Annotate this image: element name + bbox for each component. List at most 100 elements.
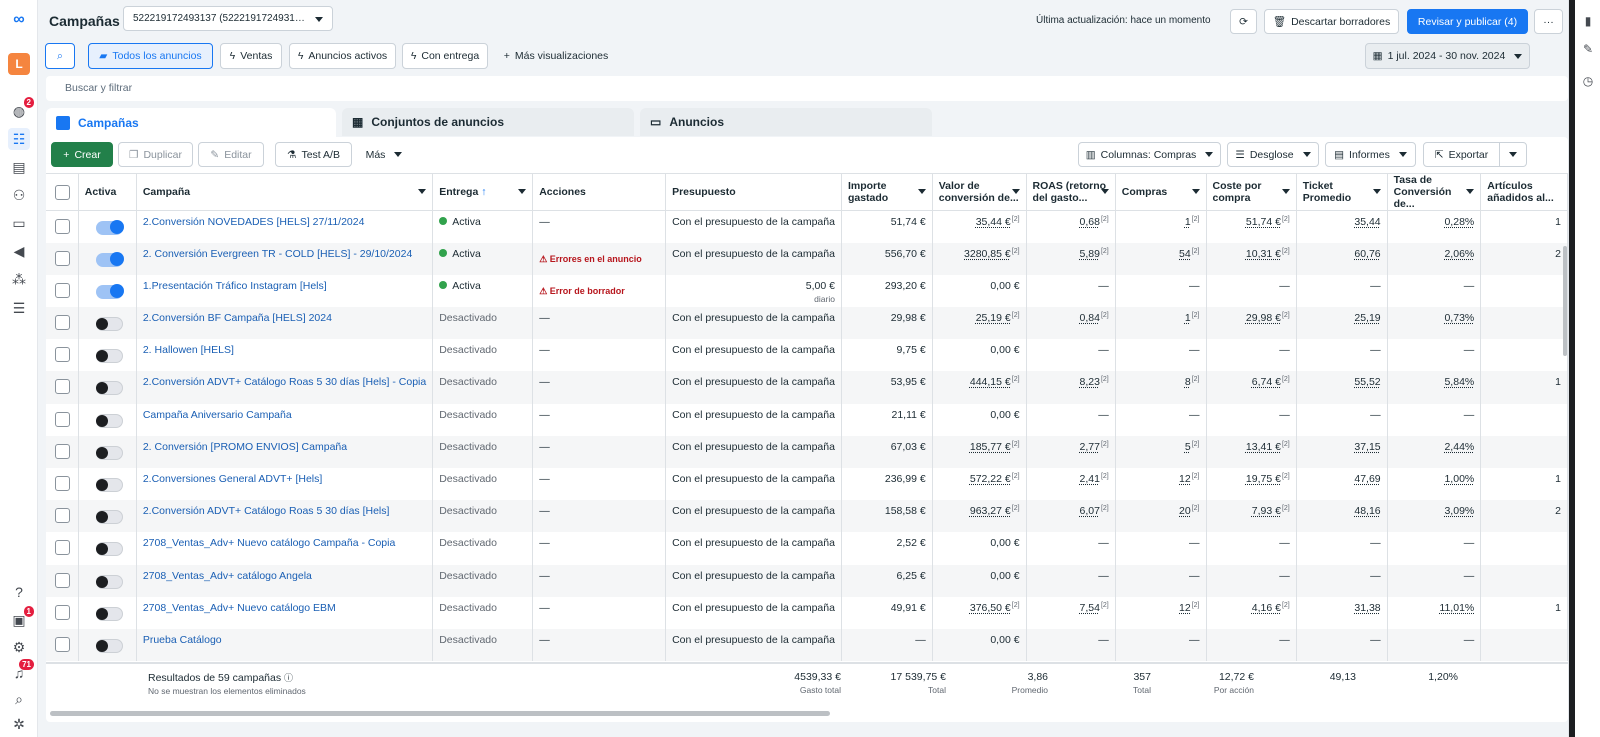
campaign-name[interactable]: 2. Hallowen [HELS] [136,339,434,372]
reports-icon[interactable]: ▣ 1 [8,606,34,631]
review-publish-button[interactable]: Revisar y publicar (4) [1407,9,1528,34]
roas-value[interactable]: 8,23[2] [1026,371,1116,404]
campaign-toggle[interactable] [95,445,123,460]
campaign-toggle[interactable] [95,220,124,235]
table-row[interactable]: 2.Conversión NOVEDADES [HELS] 27/11/2024… [46,210,1568,243]
cost-per-purchase[interactable]: 6,74 €[2] [1206,371,1297,404]
export-button[interactable]: ⇱ Exportar [1423,142,1500,167]
campaign-name[interactable]: 2. Conversión Evergreen TR - COLD [HELS]… [136,242,434,275]
campaign-name[interactable]: 2.Conversión ADVT+ Catálogo Roas 5 30 dí… [136,371,434,404]
select-all-checkbox[interactable] [55,184,70,200]
table-row[interactable]: 2708_Ventas_Adv+ Nuevo catálogo Campaña … [46,532,1568,565]
reports-button[interactable]: ▤ Informes [1325,142,1416,167]
purchases-value[interactable]: 1[2] [1115,210,1207,243]
campaign-toggle[interactable] [95,638,123,653]
campaign-name[interactable]: 2.Conversión ADVT+ Catálogo Roas 5 30 dí… [136,500,434,533]
table-row[interactable]: Campaña Aniversario Campaña Desactivado … [46,403,1568,436]
row-checkbox[interactable] [55,636,70,652]
campaign-toggle[interactable] [95,381,123,396]
roas-value[interactable]: — [1026,403,1116,436]
row-checkbox[interactable] [55,282,70,298]
campaign-toggle[interactable] [95,606,123,621]
more-options-button[interactable]: ··· [1534,9,1563,34]
campaign-toggle[interactable] [95,542,123,557]
roas-value[interactable]: — [1026,628,1116,662]
header-roas[interactable]: ROAS (retorno del gasto... [1026,174,1116,211]
discard-drafts-button[interactable]: 🗑 Descartar borradores [1264,9,1399,34]
duplicate-button[interactable]: ❐ Duplicar [118,142,193,167]
conversion-value[interactable]: 0,00 € [932,628,1027,662]
purchases-value[interactable]: — [1115,274,1207,308]
notifications-bell-icon[interactable]: ♫ 71 [8,659,34,684]
edit-button[interactable]: ✎ Editar [198,142,264,167]
vertical-scrollbar[interactable] [1563,246,1567,356]
account-avatar[interactable]: L [8,53,30,75]
cost-per-purchase[interactable]: 51,74 €[2] [1206,210,1297,243]
audiences-icon[interactable]: ⚇ [12,186,26,203]
purchases-value[interactable]: — [1115,339,1207,372]
table-row[interactable]: Prueba Catálogo Desactivado — Con el pre… [46,628,1568,662]
more-views-button[interactable]: + Más visualizaciones [503,50,609,62]
table-row[interactable]: 2. Conversión [PROMO ENVIOS] Campaña Des… [46,435,1568,468]
campaign-toggle[interactable] [95,317,123,332]
campaign-toggle[interactable] [95,283,124,299]
roas-value[interactable]: 2,41[2] [1026,468,1116,501]
conversion-value[interactable]: 0,00 € [932,403,1027,436]
ab-test-button[interactable]: ⚗ Test A/B [275,142,352,167]
purchases-value[interactable]: — [1115,532,1207,565]
settings-gear-icon[interactable]: ⚙ [12,638,26,655]
history-icon[interactable]: ◷ [1582,74,1594,88]
table-row[interactable]: 2708_Ventas_Adv+ catálogo Angela Desacti… [46,564,1568,597]
roas-value[interactable]: — [1026,339,1116,372]
purchases-value[interactable]: 5[2] [1115,435,1207,468]
cost-per-purchase[interactable]: — [1206,339,1297,372]
campaign-name[interactable]: 2.Conversión BF Campaña [HELS] 2024 [136,307,434,340]
conversion-value[interactable]: 3280,85 €[2] [932,242,1027,275]
purchases-value[interactable]: — [1115,564,1207,597]
tab-campaigns[interactable]: Campañas [46,108,336,138]
error-label[interactable]: ⚠ Errores en el anuncio [539,253,642,264]
table-row[interactable]: 2.Conversión ADVT+ Catálogo Roas 5 30 dí… [46,371,1568,404]
cost-per-purchase[interactable]: — [1206,403,1297,436]
meta-logo-icon[interactable]: ∞ [13,11,25,28]
campaign-toggle[interactable] [95,251,124,267]
purchases-value[interactable]: 20[2] [1115,500,1207,533]
cost-per-purchase[interactable]: 19,75 €[2] [1206,468,1297,501]
row-checkbox[interactable] [55,508,70,524]
conversion-value[interactable]: 25,19 €[2] [932,307,1027,340]
header-conversion-rate[interactable]: Tasa de Conversión de... [1387,174,1482,211]
cost-per-purchase[interactable]: — [1206,628,1297,662]
pencil-icon[interactable]: ✎ [1582,42,1594,56]
conversion-value[interactable]: 0,00 € [932,564,1027,597]
campaign-name[interactable]: 2.Conversión NOVEDADES [HELS] 27/11/2024 [136,210,434,243]
conversion-value[interactable]: 0,00 € [932,339,1027,372]
header-average-ticket[interactable]: Ticket Promedio [1296,174,1388,211]
roas-value[interactable]: 0,68[2] [1026,210,1116,243]
header-cost-per-purchase[interactable]: Coste por compra [1206,174,1297,211]
header-added-to-cart[interactable]: Artículos añadidos al... [1480,174,1568,211]
columns-button[interactable]: ▥ Columnas: Compras [1078,142,1221,167]
purchases-value[interactable]: 12[2] [1115,596,1207,629]
purchases-value[interactable]: — [1115,628,1207,662]
pages-icon[interactable]: ▤ [12,158,26,175]
header-active[interactable]: Activa [78,174,137,211]
help-icon[interactable]: ? [15,584,23,600]
campaign-name[interactable]: Prueba Catálogo [136,628,434,662]
info-icon[interactable]: ⓘ [284,673,294,683]
campaign-name[interactable]: 2.Conversiones General ADVT+ [Hels] [136,468,434,501]
megaphone-icon[interactable]: ◀ [13,242,25,259]
home-icon[interactable]: ◍ 2 [8,97,34,122]
cost-per-purchase[interactable]: — [1206,532,1297,565]
cost-per-purchase[interactable]: 7,93 €[2] [1206,500,1297,533]
breakdown-button[interactable]: ☰ Desglose [1227,142,1319,167]
purchases-value[interactable]: 12[2] [1115,468,1207,501]
roas-value[interactable]: 5,89[2] [1026,242,1116,275]
tab-ad-sets[interactable]: ▦ Conjuntos de anuncios [342,108,634,136]
campaign-toggle[interactable] [95,349,123,364]
conversion-value[interactable]: 376,50 €[2] [932,596,1027,629]
ads-manager-table-icon[interactable]: ☷ [8,128,30,150]
row-checkbox[interactable] [55,572,70,588]
cost-per-purchase[interactable]: — [1206,274,1297,308]
cost-per-purchase[interactable]: 29,98 €[2] [1206,307,1297,340]
view-active-ads[interactable]: ϟ Anuncios activos [289,43,396,69]
